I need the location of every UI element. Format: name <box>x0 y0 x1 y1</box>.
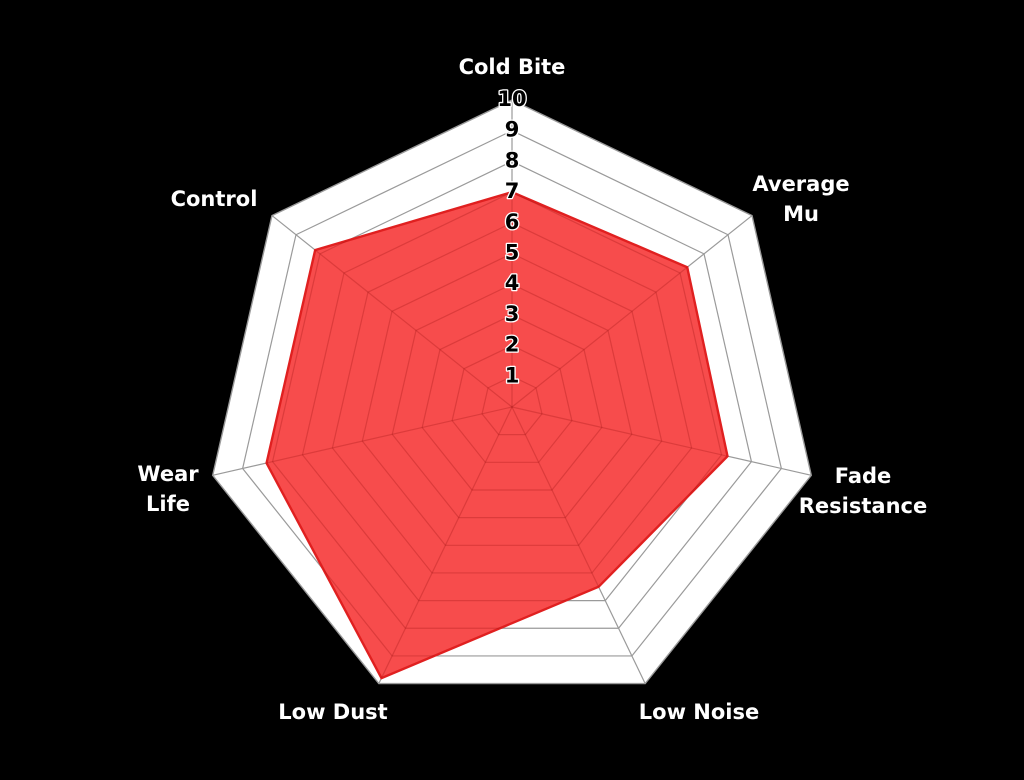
axis-label-average-mu-line1: Average <box>752 172 849 196</box>
radar-grid-overlay-ring-2 <box>451 344 573 463</box>
radar-grid-overlay-ring-7 <box>301 192 723 602</box>
radar-series-polygon <box>265 190 729 680</box>
radial-tick-labels: 1 2 3 4 5 6 7 8 9 10 <box>496 86 528 389</box>
radar-grid-overlay-ring-6 <box>331 222 693 574</box>
radar-grid-overlay-ring-1 <box>481 375 543 436</box>
radial-tick-4: 4 <box>505 271 520 295</box>
radar-grid-overlay-ring-5 <box>361 252 663 546</box>
axis-label-wear-life-line2: Life <box>146 492 190 516</box>
axis-label-average-mu-line2: Mu <box>783 202 819 226</box>
radial-tick-8: 8 <box>505 148 520 172</box>
radial-tick-10: 10 <box>497 87 526 111</box>
radial-tick-5: 5 <box>505 241 520 265</box>
axis-label-fade-resistance-line2: Resistance <box>799 494 927 518</box>
radar-grid-overlay-ring-4 <box>391 283 633 519</box>
axis-label-low-dust: Low Dust <box>278 700 387 724</box>
radar-spoke-overlay-5 <box>266 406 513 476</box>
radar-spoke-overlay-4 <box>378 406 513 679</box>
category-axis-labels: Cold Bite Average Mu Fade Resistance Low Nois… <box>136 53 929 725</box>
axis-label-control: Control <box>171 187 258 211</box>
radar-series-area <box>265 190 729 680</box>
radial-tick-9: 9 <box>505 118 520 142</box>
radial-tick-7: 7 <box>505 179 520 203</box>
axis-label-cold-bite: Cold Bite <box>459 55 566 79</box>
axis-label-fade-resistance-line1: Fade <box>835 464 892 488</box>
radar-grid-overlay-ring-3 <box>421 314 603 491</box>
radial-tick-6: 6 <box>505 210 520 234</box>
radar-spoke-overlay-2 <box>511 406 728 476</box>
radial-tick-2: 2 <box>505 333 520 357</box>
axis-label-wear-life-line1: Wear <box>137 462 199 486</box>
radar-grid-ring-9 <box>241 130 783 657</box>
axis-label-low-noise: Low Noise <box>639 700 759 724</box>
radial-tick-1: 1 <box>505 363 520 387</box>
radial-tick-3: 3 <box>505 302 520 326</box>
